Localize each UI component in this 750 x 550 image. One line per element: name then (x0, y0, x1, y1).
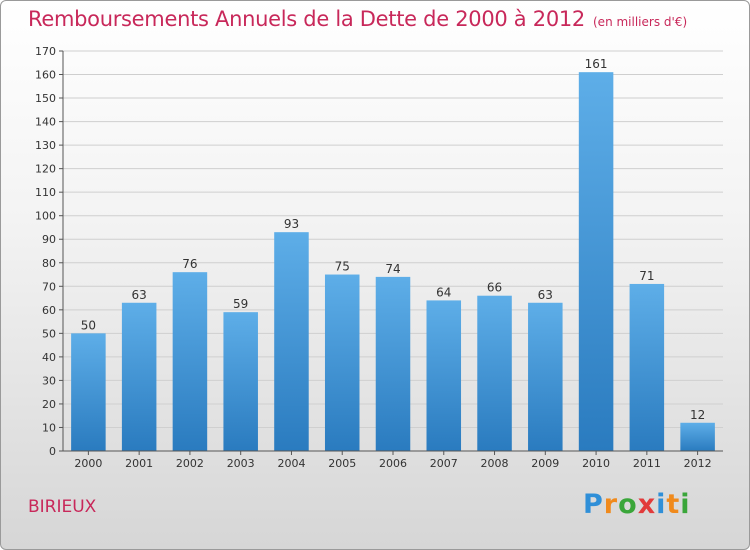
proxiti-logo: Proxiti (583, 489, 691, 520)
bar (477, 295, 512, 451)
logo-letter: r (603, 489, 619, 520)
chart-title-text: Remboursements Annuels de la Dette de 20… (28, 7, 585, 31)
x-tick-label: 2007 (430, 457, 458, 470)
bar (121, 302, 157, 451)
y-tick-label: 30 (42, 374, 56, 387)
y-tick-label: 20 (42, 398, 56, 411)
y-tick-label: 40 (42, 351, 56, 364)
bar (578, 72, 614, 452)
bar (71, 333, 106, 451)
bar-value-label: 66 (487, 281, 502, 295)
bar (680, 422, 715, 451)
x-tick-label: 2000 (74, 457, 102, 470)
chart-title: Remboursements Annuels de la Dette de 20… (28, 7, 687, 31)
logo-letter: x (637, 489, 657, 520)
y-tick-label: 0 (49, 445, 56, 458)
y-tick-label: 90 (42, 233, 56, 246)
x-tick-label: 2003 (227, 457, 255, 470)
chart-subtitle: (en milliers d'€) (593, 15, 688, 29)
bar (223, 312, 258, 451)
bar (324, 274, 360, 451)
x-tick-label: 2002 (176, 457, 204, 470)
x-tick-label: 2005 (328, 457, 356, 470)
x-tick-label: 2011 (633, 457, 661, 470)
y-tick-label: 120 (35, 163, 56, 176)
logo-letter: P (583, 489, 604, 520)
bar-value-label: 71 (639, 269, 654, 283)
y-tick-label: 150 (35, 92, 56, 105)
x-tick-label: 2001 (125, 457, 153, 470)
x-axis: 2000 2001 2002 2003 2004 2005 2006 2007 2008 2009… (63, 450, 723, 470)
bar-value-label: 50 (81, 318, 96, 332)
commune-name: BIRIEUX (28, 497, 97, 517)
bar-value-label: 63 (132, 288, 147, 302)
bar (172, 272, 208, 451)
y-tick-label: 100 (35, 210, 56, 223)
y-tick-label: 50 (42, 327, 56, 340)
bar-value-label: 161 (585, 57, 608, 71)
bar-value-label: 93 (284, 217, 299, 231)
bar-value-label: 74 (385, 262, 400, 276)
bars: 50 63 76 59 93 75 74 64 66 63 161 71 12 (71, 57, 715, 452)
y-tick-label: 160 (35, 69, 56, 82)
y-tick-label: 60 (42, 304, 56, 317)
logo-letter: t (666, 489, 681, 520)
logo-letter: i (656, 489, 667, 520)
y-tick-label: 80 (42, 257, 56, 270)
logo-letter: i (680, 489, 691, 520)
y-tick-label: 170 (35, 45, 56, 58)
bar (274, 232, 309, 451)
x-tick-label: 2012 (684, 457, 712, 470)
x-tick-label: 2010 (582, 457, 610, 470)
x-tick-label: 2006 (379, 457, 407, 470)
y-tick-label: 70 (42, 280, 56, 293)
bar (528, 302, 563, 451)
x-tick-label: 2004 (277, 457, 305, 470)
bar-value-label: 76 (182, 257, 197, 271)
y-tick-label: 140 (35, 116, 56, 129)
x-tick-label: 2009 (531, 457, 559, 470)
bar (426, 300, 462, 451)
bar-value-label: 59 (233, 297, 248, 311)
y-tick-label: 10 (42, 421, 56, 434)
bar-value-label: 63 (538, 288, 553, 302)
bar-value-label: 75 (335, 260, 350, 274)
bar-value-label: 64 (436, 285, 451, 299)
bar (629, 283, 665, 451)
bar (375, 276, 411, 451)
y-tick-label: 110 (35, 186, 56, 199)
bar-value-label: 12 (690, 408, 705, 422)
x-tick-label: 2008 (481, 457, 509, 470)
y-axis: 0 10 20 30 40 50 60 70 80 90 100 110 120 130 140 150 160… (35, 45, 64, 458)
y-tick-label: 130 (35, 139, 56, 152)
logo-letter: o (618, 489, 638, 520)
